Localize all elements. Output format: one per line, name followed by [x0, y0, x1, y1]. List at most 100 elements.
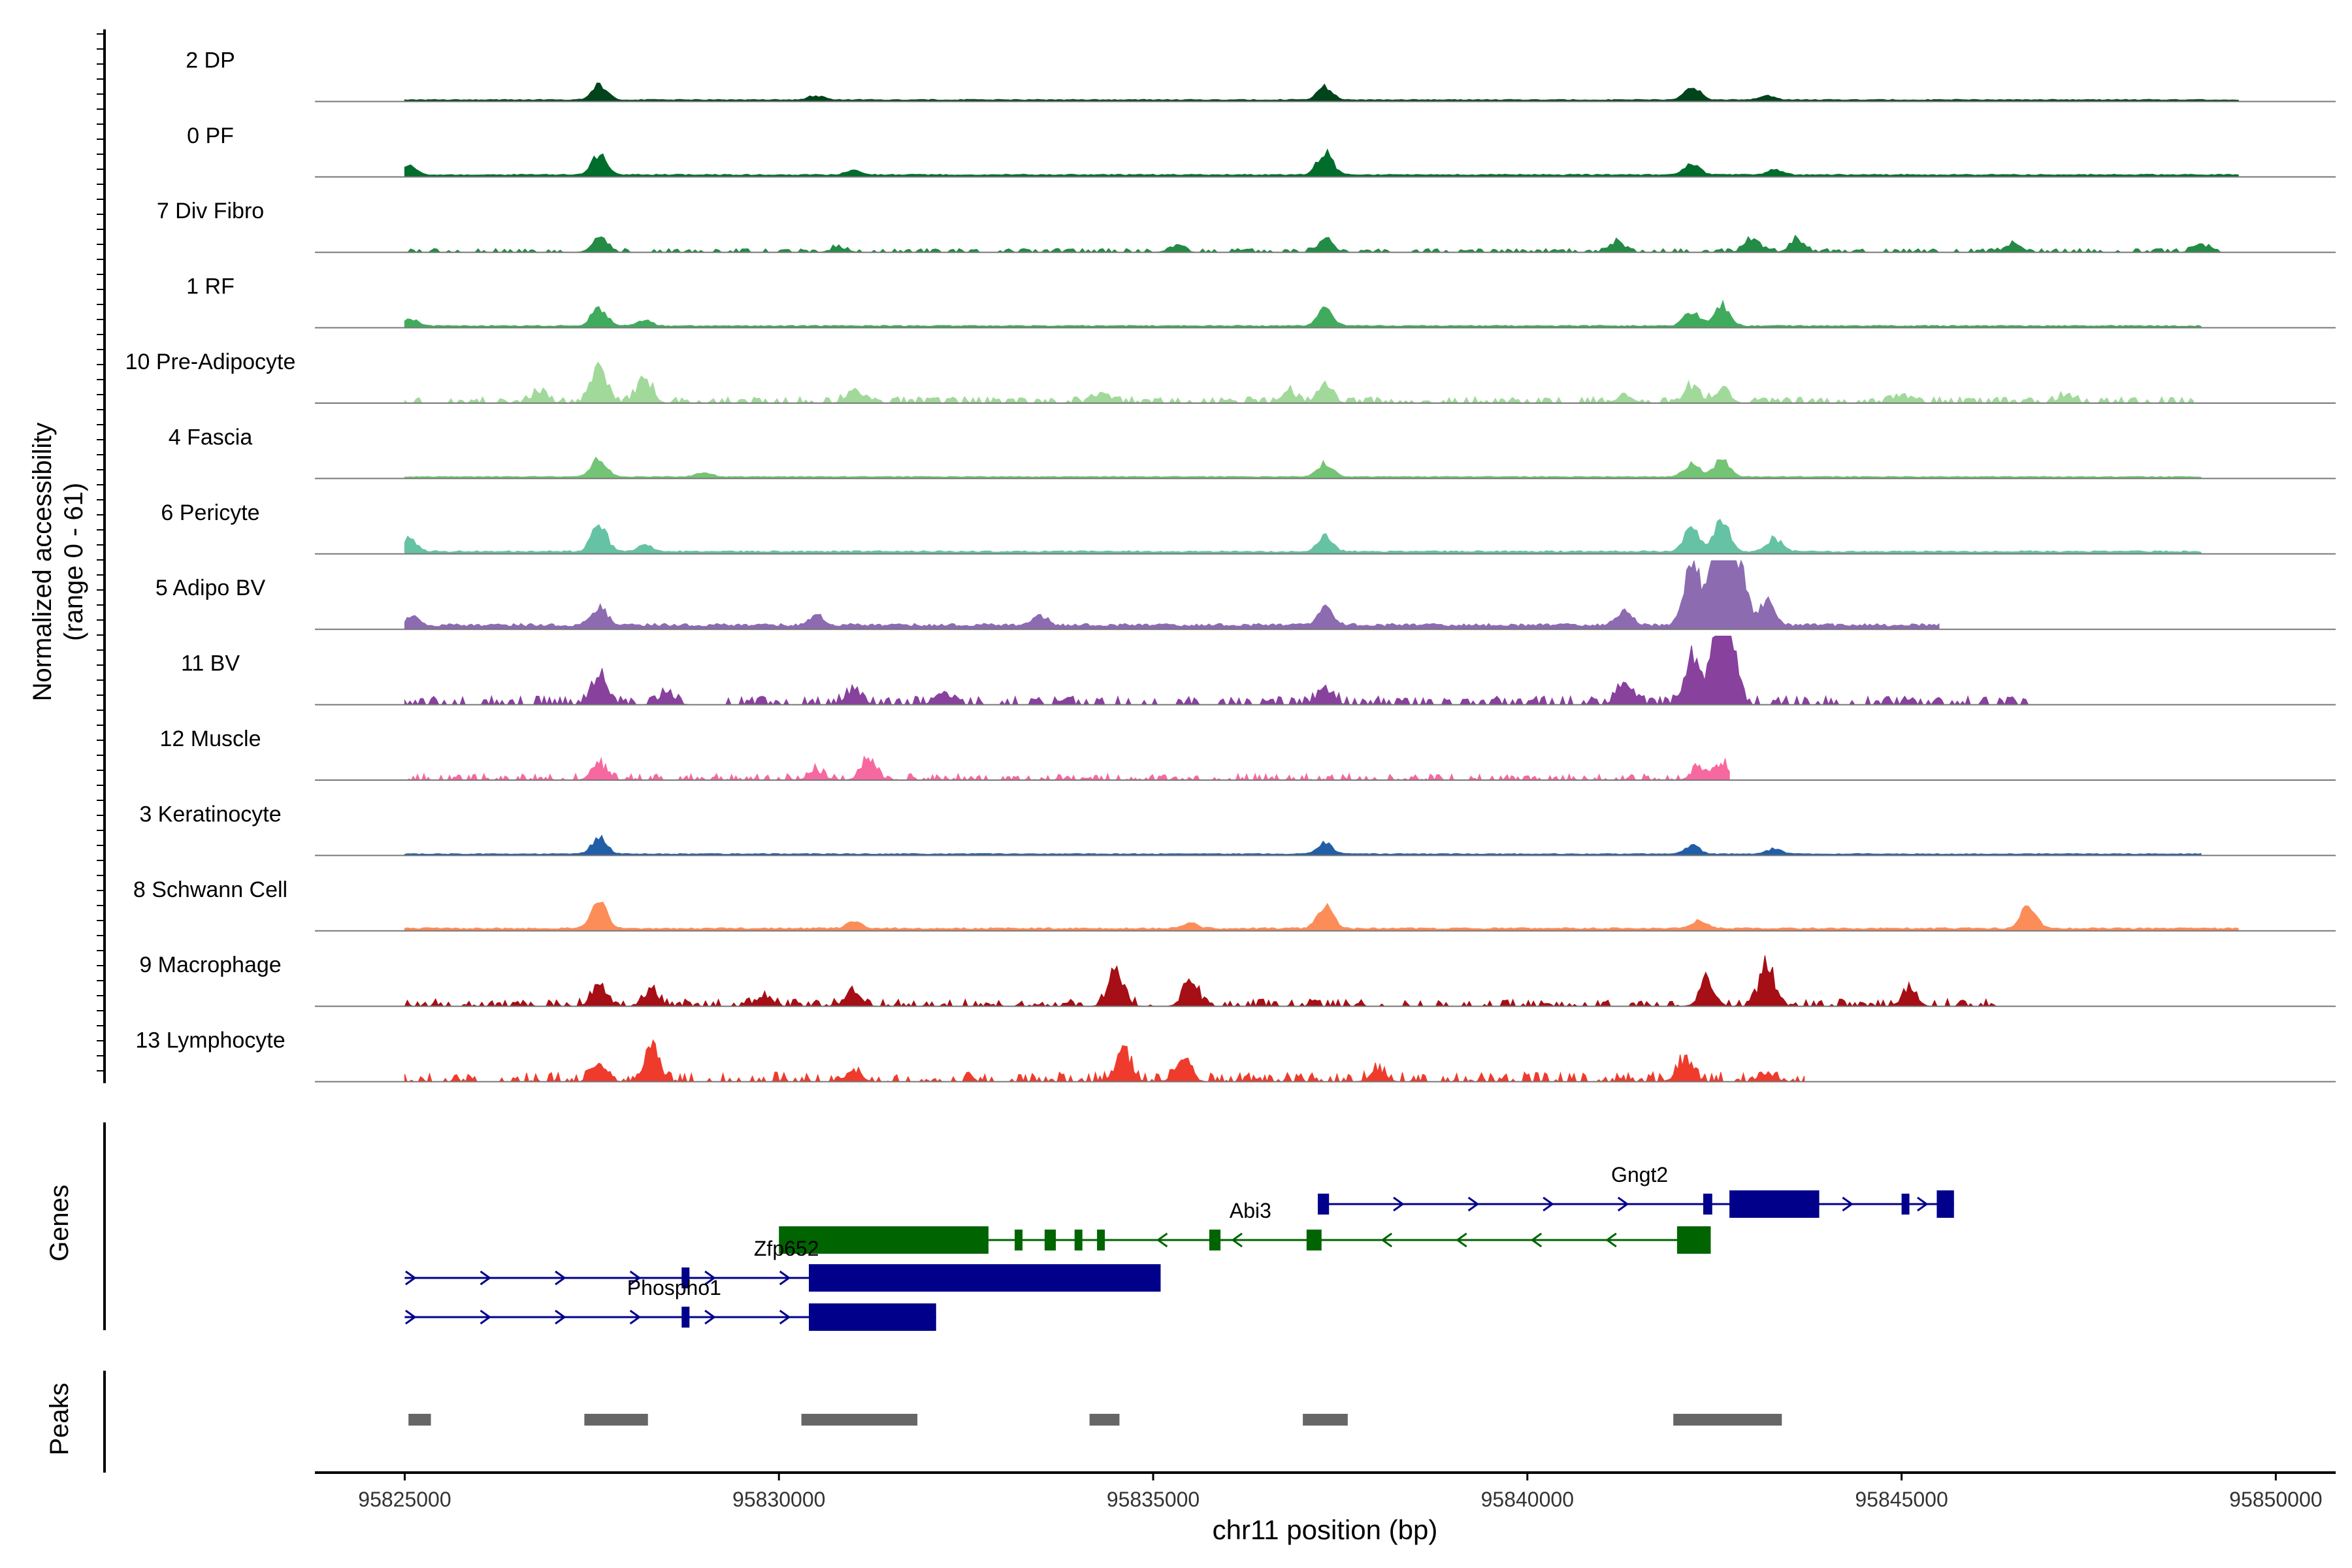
exon-block [1901, 1194, 1910, 1215]
exon-block [1015, 1230, 1023, 1250]
strand-arrow-icon [1617, 1196, 1629, 1212]
x-tick-label: 95840000 [1481, 1488, 1574, 1511]
exon-block [1074, 1230, 1083, 1250]
track-label: 0 PF [187, 123, 234, 148]
peak-region [1303, 1414, 1348, 1426]
track-14: 13 Lymphocyte [135, 1028, 2336, 1083]
exon-block [1306, 1230, 1322, 1250]
track-label: 6 Pericyte [161, 500, 259, 525]
strand-arrow-icon [1842, 1196, 1854, 1212]
peaks-panel [408, 1414, 1782, 1426]
track-label: 7 Div Fibro [157, 199, 264, 223]
peak-region [1089, 1414, 1120, 1426]
track-label: 9 Macrophage [139, 953, 281, 977]
strand-arrow-icon [1917, 1196, 1929, 1212]
track-label: 12 Muscle [160, 727, 261, 751]
coverage-area [404, 148, 2239, 178]
track-label: 13 Lymphocyte [135, 1028, 285, 1053]
coverage-area [404, 456, 2202, 479]
coverage-area [404, 559, 1940, 630]
exon-block [681, 1267, 690, 1288]
gene-label: Abi3 [1230, 1199, 1271, 1222]
exon-block [1044, 1230, 1056, 1250]
x-tick-label: 95825000 [358, 1488, 451, 1511]
strand-arrow-icon [1156, 1232, 1168, 1248]
strand-arrow-icon [629, 1270, 642, 1286]
exon-block [681, 1307, 690, 1328]
genes-panel: Gngt2 Abi3 Zfp652 Phospho1 [404, 1163, 1954, 1331]
track-label: 11 BV [181, 651, 240, 676]
gene-label: Zfp652 [754, 1237, 819, 1260]
track-4: 1 RF [186, 274, 2336, 329]
strand-arrow-icon [555, 1309, 566, 1325]
track-6: 4 Fascia [169, 425, 2336, 480]
track-13: 9 Macrophage [139, 953, 2336, 1007]
exon-block [1097, 1230, 1105, 1250]
strand-arrow-icon [1231, 1232, 1243, 1248]
strand-arrow-icon [1393, 1196, 1405, 1212]
track-label: 5 Adipo BV [155, 576, 266, 600]
gene-phospho1: Phospho1 [404, 1276, 936, 1331]
strand-arrow-icon [1456, 1232, 1467, 1248]
exon-block [1703, 1194, 1712, 1215]
gene-label: Phospho1 [627, 1276, 721, 1299]
track-label: 2 DP [186, 48, 235, 73]
peak-region [584, 1414, 648, 1426]
exon-block [1729, 1190, 1820, 1218]
track-2: 0 PF [187, 123, 2336, 178]
coverage-area [404, 82, 2239, 102]
strand-arrow-icon [629, 1309, 642, 1325]
axes: 95825000 95830000 95835000 95840000 95845000… [97, 29, 2336, 1511]
track-label: 1 RF [186, 274, 235, 299]
track-9: 11 BV [181, 636, 2336, 706]
strand-arrow-icon [405, 1270, 417, 1286]
exon-block [1676, 1226, 1711, 1254]
coverage-area [404, 299, 2202, 329]
gene-gngt2: Gngt2 [1318, 1163, 1954, 1218]
strand-arrow-icon [480, 1270, 492, 1286]
track-label: 10 Pre-Adipocyte [125, 350, 296, 374]
track-label: 3 Keratinocyte [139, 802, 281, 826]
track-label: 4 Fascia [169, 425, 253, 449]
y-axis-title-line1: Normalized accessibility [28, 423, 57, 702]
track-label: 8 Schwann Cell [133, 877, 287, 902]
track-1: 2 DP [186, 48, 2336, 103]
strand-arrow-icon [1467, 1196, 1480, 1212]
strand-arrow-icon [1380, 1232, 1393, 1248]
strand-arrow-icon [480, 1309, 492, 1325]
accessibility-tracks: 2 DP 0 PF 7 Div Fibro 1 RF 10 Pre-Adipocyte 4… [125, 48, 2336, 1083]
strand-arrow-icon [704, 1309, 716, 1325]
exon-block [1209, 1230, 1221, 1250]
strand-arrow-icon [1543, 1196, 1554, 1212]
track-12: 8 Schwann Cell [133, 877, 2336, 932]
peak-region [1673, 1414, 1782, 1426]
gene-zfp652: Zfp652 [404, 1237, 1161, 1292]
strand-arrow-icon [405, 1309, 417, 1325]
x-axis-title: chr11 position (bp) [1213, 1514, 1438, 1545]
gene-abi3: Abi3 [779, 1199, 1711, 1254]
exon-block [1318, 1194, 1330, 1215]
coverage-area [404, 834, 2202, 856]
strand-arrow-icon [704, 1270, 716, 1286]
y-axis-title-line2: (range 0 - 61) [59, 483, 88, 641]
exon-block [809, 1264, 1161, 1292]
strand-arrow-icon [1605, 1232, 1617, 1248]
coverage-area [404, 518, 2202, 555]
coverage-area [404, 755, 1730, 781]
x-tick-label: 95845000 [1855, 1488, 1948, 1511]
track-5: 10 Pre-Adipocyte [125, 350, 2336, 404]
strand-arrow-icon [555, 1270, 566, 1286]
x-tick-label: 95835000 [1107, 1488, 1200, 1511]
x-tick-label: 95830000 [732, 1488, 825, 1511]
exon-block [1936, 1190, 1954, 1218]
genes-panel-title: Genes [45, 1184, 74, 1262]
peaks-panel-title: Peaks [45, 1382, 74, 1455]
track-7: 6 Pericyte [161, 500, 2336, 555]
strand-arrow-icon [1530, 1232, 1543, 1248]
strand-arrow-icon [779, 1270, 791, 1286]
peak-region [408, 1414, 431, 1426]
peak-region [801, 1414, 918, 1426]
gene-label: Gngt2 [1611, 1163, 1668, 1186]
track-8: 5 Adipo BV [155, 559, 2336, 630]
